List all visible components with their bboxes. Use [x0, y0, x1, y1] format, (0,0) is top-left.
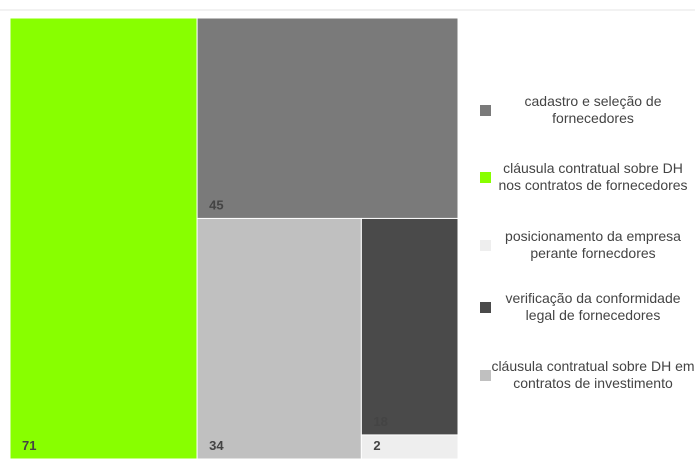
legend-item: cláusula contratual sobre DH nos contrat…	[480, 147, 695, 207]
tile	[360, 217, 459, 436]
legend-swatch	[480, 239, 491, 251]
legend-swatch	[480, 104, 491, 116]
legend-label: verificação da conformidade legal de for…	[505, 290, 681, 323]
tile-label: 71	[22, 438, 36, 453]
tile	[360, 434, 459, 459]
tile	[196, 217, 362, 459]
tile	[196, 17, 459, 219]
legend-item: verificação da conformidade legal de for…	[480, 277, 695, 337]
legend-item: cadastro e seleção de fornecedores	[480, 80, 695, 140]
legend-label: cláusula contratual sobre DH nos contrat…	[498, 160, 688, 193]
legend-label: posicionamento da empresa perante fornec…	[505, 228, 681, 261]
legend-label: cláusula contratual sobre DH em contrato…	[491, 358, 695, 391]
legend-label: cadastro e seleção de fornecedores	[524, 93, 662, 126]
legend-swatch	[480, 369, 491, 381]
tile-label: 34	[209, 438, 224, 453]
tile-label: 18	[373, 414, 387, 429]
tile	[9, 17, 198, 459]
legend-swatch	[480, 301, 491, 313]
legend-item: cláusula contratual sobre DH em contrato…	[480, 345, 695, 405]
tile-label: 45	[209, 197, 223, 212]
tile-label: 2	[373, 438, 380, 453]
legend-item: posicionamento da empresa perante fornec…	[480, 215, 695, 275]
legend-swatch	[480, 171, 491, 183]
